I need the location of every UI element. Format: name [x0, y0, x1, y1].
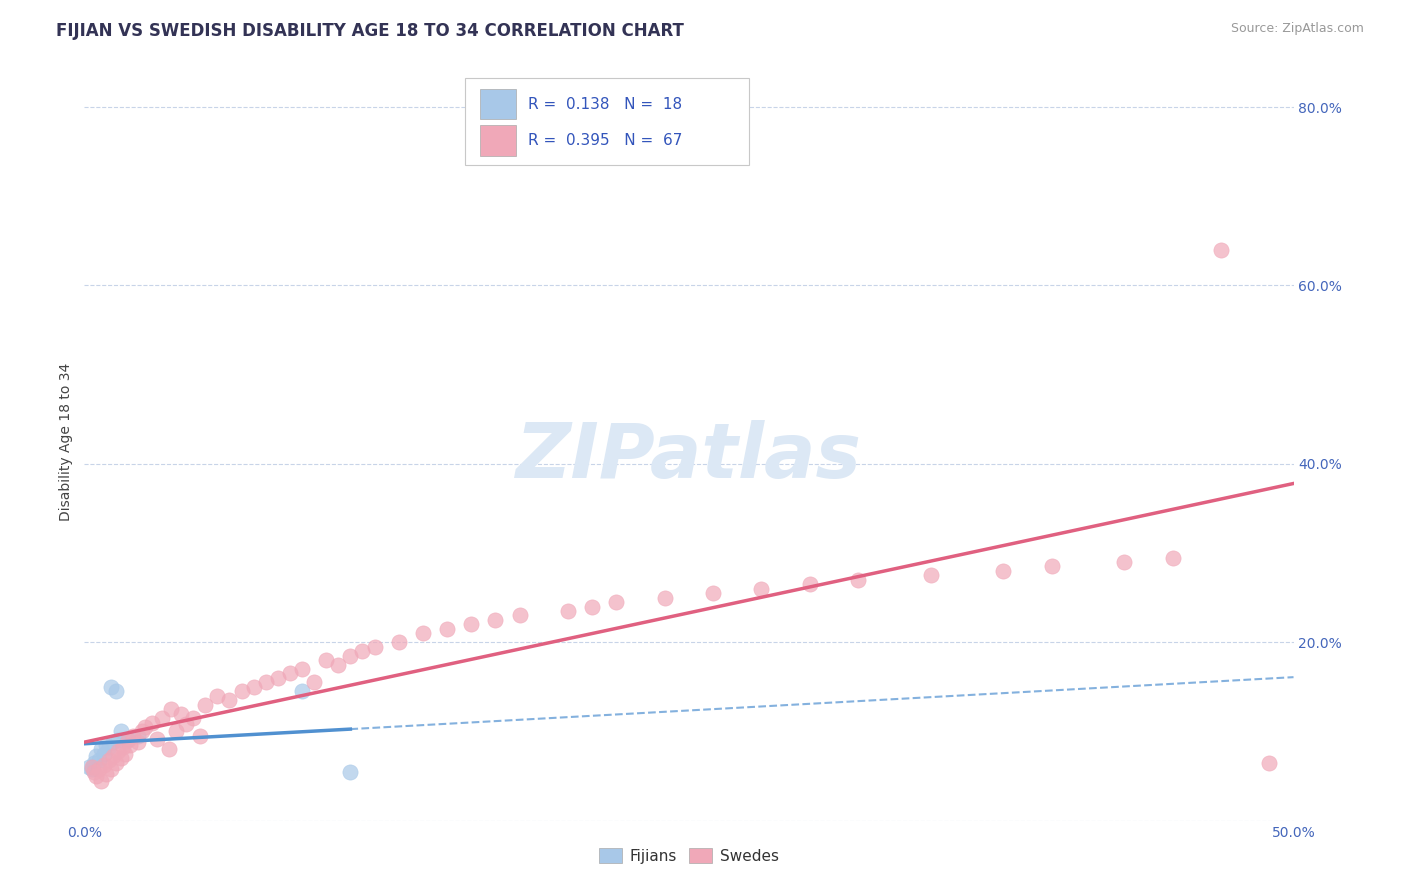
Point — [352, 644, 374, 658]
Point — [110, 751, 132, 765]
Point — [150, 711, 173, 725]
Point — [581, 599, 603, 614]
Point — [86, 769, 108, 783]
Point — [218, 693, 240, 707]
Point — [103, 735, 125, 749]
Point — [254, 675, 277, 690]
Point — [94, 767, 117, 781]
Text: FIJIAN VS SWEDISH DISABILITY AGE 18 TO 34 CORRELATION CHART: FIJIAN VS SWEDISH DISABILITY AGE 18 TO 3… — [56, 22, 685, 40]
Point — [1209, 243, 1232, 257]
Point — [190, 729, 212, 743]
Point — [363, 640, 385, 654]
Point — [302, 675, 325, 690]
Point — [80, 760, 103, 774]
Point — [90, 773, 112, 788]
Point — [278, 666, 301, 681]
Point — [131, 724, 153, 739]
Point — [83, 764, 105, 779]
Point — [114, 747, 136, 761]
Point — [127, 735, 149, 749]
Point — [194, 698, 217, 712]
FancyBboxPatch shape — [479, 89, 516, 120]
Point — [93, 758, 115, 772]
Point — [339, 764, 361, 779]
Point — [484, 613, 506, 627]
Point — [107, 744, 129, 758]
Legend: Fijians, Swedes: Fijians, Swedes — [593, 842, 785, 870]
Point — [436, 622, 458, 636]
Point — [1161, 550, 1184, 565]
Point — [83, 756, 105, 770]
Point — [751, 582, 773, 596]
Point — [80, 762, 103, 776]
Point — [174, 717, 197, 731]
Point — [165, 724, 187, 739]
Point — [388, 635, 411, 649]
Point — [100, 762, 122, 776]
Point — [112, 740, 135, 755]
Point — [100, 680, 122, 694]
Point — [86, 749, 108, 764]
Point — [231, 684, 253, 698]
Y-axis label: Disability Age 18 to 34: Disability Age 18 to 34 — [59, 362, 73, 521]
Point — [328, 657, 350, 672]
Point — [110, 724, 132, 739]
Point — [104, 756, 127, 770]
Point — [90, 742, 112, 756]
Point — [1258, 756, 1281, 770]
Point — [267, 671, 290, 685]
Point — [87, 762, 110, 776]
Text: R =  0.138   N =  18: R = 0.138 N = 18 — [529, 96, 682, 112]
Point — [920, 568, 942, 582]
Text: Source: ZipAtlas.com: Source: ZipAtlas.com — [1230, 22, 1364, 36]
Point — [315, 653, 337, 667]
Point — [846, 573, 869, 587]
FancyBboxPatch shape — [479, 126, 516, 156]
Point — [1114, 555, 1136, 569]
Point — [120, 738, 142, 752]
Point — [170, 706, 193, 721]
Point — [94, 738, 117, 752]
Point — [993, 564, 1015, 578]
Point — [117, 733, 139, 747]
Point — [605, 595, 627, 609]
Point — [141, 715, 163, 730]
Point — [160, 702, 183, 716]
Point — [104, 684, 127, 698]
Point — [93, 747, 115, 761]
Point — [97, 740, 120, 755]
Point — [117, 731, 139, 746]
Point — [103, 749, 125, 764]
Point — [121, 729, 143, 743]
Text: ZIPatlas: ZIPatlas — [516, 420, 862, 493]
Point — [291, 684, 314, 698]
Point — [557, 604, 579, 618]
Point — [460, 617, 482, 632]
Point — [127, 729, 149, 743]
Point — [87, 753, 110, 767]
Point — [207, 689, 229, 703]
Point — [157, 742, 180, 756]
FancyBboxPatch shape — [465, 78, 749, 165]
Text: R =  0.395   N =  67: R = 0.395 N = 67 — [529, 133, 682, 148]
Point — [702, 586, 724, 600]
Point — [1040, 559, 1063, 574]
Point — [242, 680, 264, 694]
Point — [97, 753, 120, 767]
Point — [654, 591, 676, 605]
Point — [134, 720, 156, 734]
Point — [181, 711, 204, 725]
Point — [799, 577, 821, 591]
Point — [509, 608, 531, 623]
Point — [412, 626, 434, 640]
Point — [291, 662, 314, 676]
Point — [107, 733, 129, 747]
Point — [339, 648, 361, 663]
Point — [146, 731, 169, 746]
Point — [77, 760, 100, 774]
